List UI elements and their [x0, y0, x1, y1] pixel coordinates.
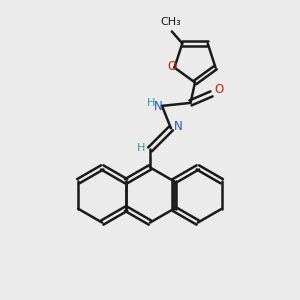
Text: H: H — [137, 143, 145, 153]
Text: CH₃: CH₃ — [160, 17, 181, 27]
Text: O: O — [214, 83, 224, 96]
Text: N: N — [174, 120, 183, 134]
Text: H: H — [146, 98, 155, 109]
Text: O: O — [167, 60, 177, 73]
Text: N: N — [154, 100, 163, 113]
